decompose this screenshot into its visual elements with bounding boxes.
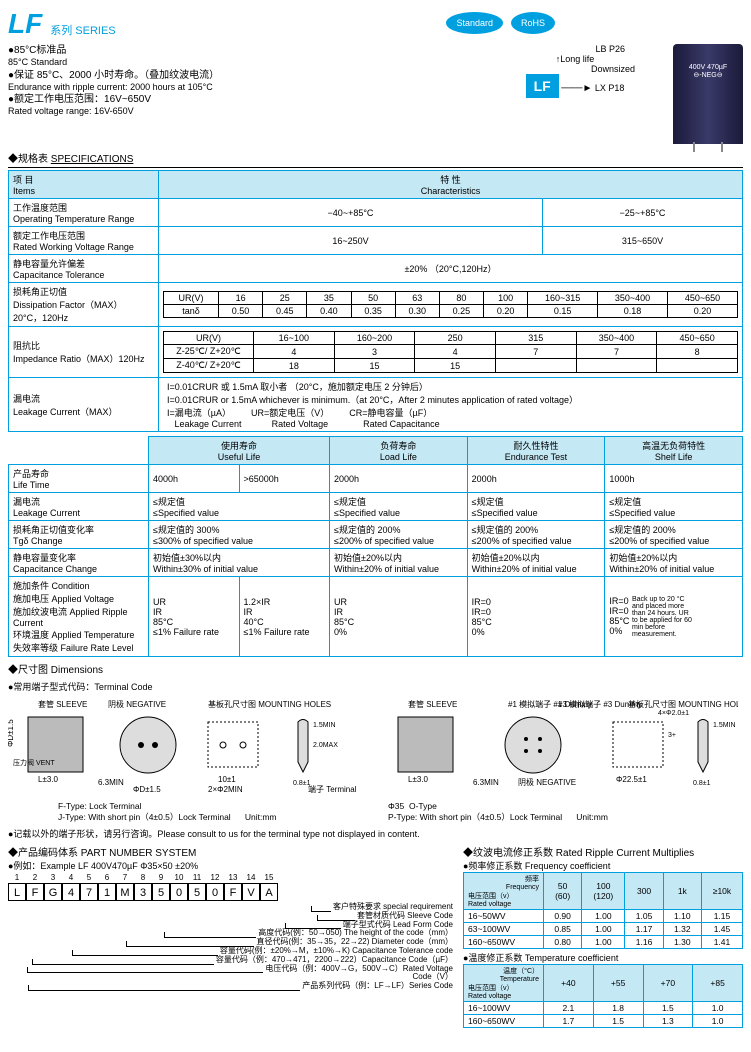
table-row: 产品寿命Life Time 4000h >65000h 2000h 2000h … [9, 465, 743, 493]
svg-text:2.0MAX: 2.0MAX [313, 742, 338, 749]
svg-text:1.5MIN: 1.5MIN [313, 722, 336, 729]
table-row: 静电容量允许偏差Capacitance Tolerance ±20% （20°C… [9, 255, 743, 283]
svg-text:Φ22.5±1: Φ22.5±1 [616, 775, 647, 784]
otype-drawing: 套管 SLEEVE #1 模拟端子 #1 Dummy #3 模拟端子 #3 Du… [378, 697, 738, 797]
svg-text:ΦD±1.5: ΦD±1.5 [133, 785, 161, 794]
series-diagram: LB P26 ↑Long life Downsized LF ───► LX P… [485, 44, 665, 144]
svg-text:1.5MIN: 1.5MIN [713, 722, 736, 729]
part-number-system: ◆产品编码体系 PART NUMBER SYSTEM ●例如：Example L… [8, 844, 455, 1028]
svg-text:4×Φ2.0±1: 4×Φ2.0±1 [658, 710, 689, 717]
svg-text:ΦD±1.5: ΦD±1.5 [8, 719, 15, 747]
rohs-badge: RoHS [511, 12, 555, 34]
series-label: 系列 SERIES [50, 22, 115, 38]
table-row: 损耗角正切值变化率Tgδ Change ≤规定值的 300% ≤300% of … [9, 521, 743, 549]
standard-badge: Standard [446, 12, 503, 34]
header: LF 系列 SERIES Standard RoHS [8, 8, 743, 40]
capacitor-image: 400V 470µF ⊖-NEG⊖ [673, 44, 743, 144]
svg-text:L±3.0: L±3.0 [408, 775, 429, 784]
table-row: 额定工作电压范围Rated Working Voltage Range 16~2… [9, 227, 743, 255]
lf-logo: LF [8, 8, 42, 40]
table-row: 损耗角正切值Dissipation Factor（MAX）20°C，120Hz … [9, 283, 743, 327]
svg-text:端子 Terminal: 端子 Terminal [308, 784, 357, 794]
consult-note: ●记载以外的端子形状，请另行咨询。Please consult to us fo… [8, 827, 743, 840]
svg-text:压力阀 VENT: 压力阀 VENT [13, 758, 55, 767]
svg-text:L±3.0: L±3.0 [38, 775, 59, 784]
ripple-multipliers: ◆纹波电流修正系数 Rated Ripple Current Multiplie… [463, 844, 743, 1028]
table-row: 工作温度范围Operating Temperature Range −40~+8… [9, 199, 743, 227]
dimension-drawings: 套管 SLEEVE 阴极 NEGATIVE 基板孔尺寸图 MOUNTING HO… [8, 697, 743, 797]
svg-text:0.8±1: 0.8±1 [693, 780, 711, 787]
svg-text:6.3MIN: 6.3MIN [473, 778, 499, 787]
dimension-captions: F-Type: Lock Terminal J-Type: With short… [8, 801, 743, 823]
svg-text:套管 SLEEVE: 套管 SLEEVE [38, 699, 87, 709]
svg-text:3+: 3+ [668, 732, 676, 739]
svg-text:基板孔尺寸图 MOUNTING HOLES: 基板孔尺寸图 MOUNTING HOLES [628, 699, 738, 709]
specs-header: ◆规格表 SPECIFICATIONS [8, 148, 743, 168]
table-row: 阻抗比Impedance Ratio（MAX）120Hz UR(V)16~100… [9, 327, 743, 378]
svg-text:2×Φ2MIN: 2×Φ2MIN [208, 785, 243, 794]
svg-text:套管 SLEEVE: 套管 SLEEVE [408, 699, 457, 709]
feature-bullets: ●85°C标准品 85°C Standard ●保证 85°C、2000 小时寿… [8, 44, 477, 140]
svg-text:阴极 NEGATIVE: 阴极 NEGATIVE [108, 699, 166, 709]
dimensions-header: ◆尺寸图 Dimensions [8, 661, 743, 676]
life-table: 使用寿命Useful Life 负荷寿命Load Life 耐久性特性Endur… [8, 436, 743, 657]
specs-table: 项 目Items 特 性Characteristics 工作温度范围Operat… [8, 170, 743, 432]
table-row: 施加条件 Condition 施加电压 Applied Voltage 施加纹波… [9, 577, 743, 657]
terminal-code-note: ●常用端子型式代码：Terminal Code [8, 680, 743, 693]
table-row: 漏电流Leakage Current（MAX） I=0.01CRUR 或 1.5… [9, 378, 743, 432]
svg-text:阴极 NEGATIVE: 阴极 NEGATIVE [518, 777, 576, 787]
ftype-drawing: 套管 SLEEVE 阴极 NEGATIVE 基板孔尺寸图 MOUNTING HO… [8, 697, 368, 797]
svg-text:6.3MIN: 6.3MIN [98, 778, 124, 787]
table-row: 漏电流Leakage Current ≤规定值 ≤Specified value… [9, 493, 743, 521]
svg-text:基板孔尺寸图 MOUNTING HOLES: 基板孔尺寸图 MOUNTING HOLES [208, 699, 331, 709]
svg-text:10±1: 10±1 [218, 775, 236, 784]
table-row: 静电容量变化率Capacitance Change 初始值±30%以内 With… [9, 549, 743, 577]
